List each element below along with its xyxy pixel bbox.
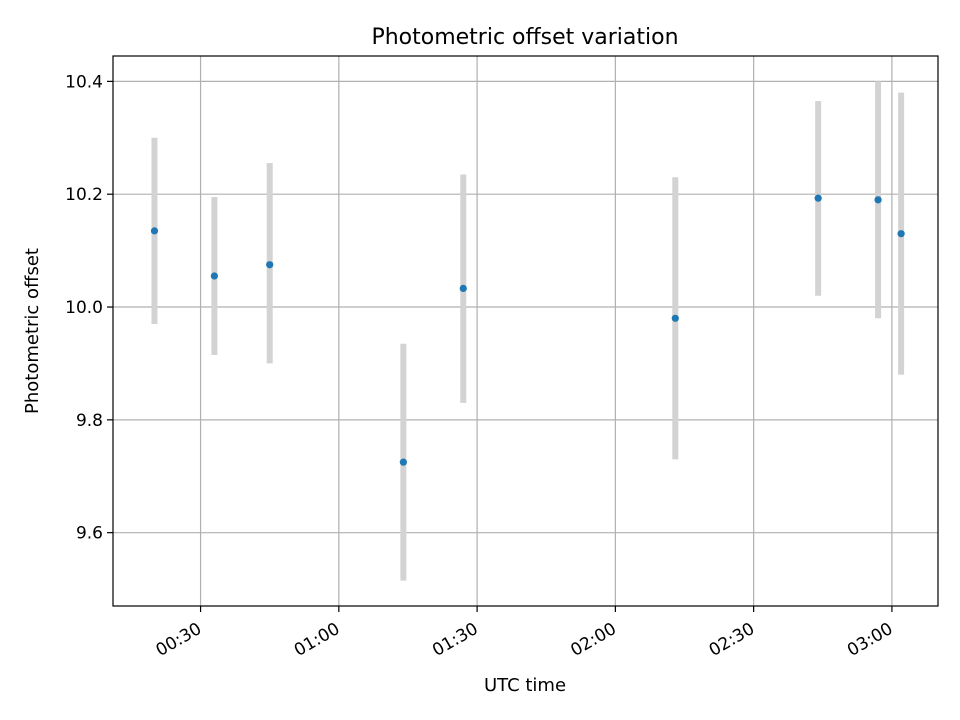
- grid-lines: [113, 56, 938, 606]
- data-point: [399, 458, 407, 466]
- data-points: [150, 194, 905, 466]
- data-point: [897, 230, 905, 238]
- y-tick-label: 9.8: [76, 411, 103, 431]
- y-tick-label: 9.6: [76, 524, 103, 544]
- x-axis-label: UTC time: [484, 675, 566, 696]
- y-tick-label: 10.4: [65, 72, 103, 92]
- y-axis-label: Photometric offset: [22, 248, 43, 414]
- data-point: [814, 194, 822, 202]
- data-point: [671, 314, 679, 322]
- data-point: [874, 196, 882, 204]
- data-point: [266, 261, 274, 269]
- data-point: [210, 272, 218, 280]
- y-tick-label: 10.0: [65, 298, 103, 318]
- y-tick-label: 10.2: [65, 185, 103, 205]
- chart-title: Photometric offset variation: [371, 25, 678, 50]
- data-point: [150, 227, 159, 235]
- plot-frame: [112, 55, 939, 607]
- data-point: [459, 284, 467, 293]
- y-axis-ticks: 9.6 9.8 10.0 10.2 10.4: [65, 72, 113, 544]
